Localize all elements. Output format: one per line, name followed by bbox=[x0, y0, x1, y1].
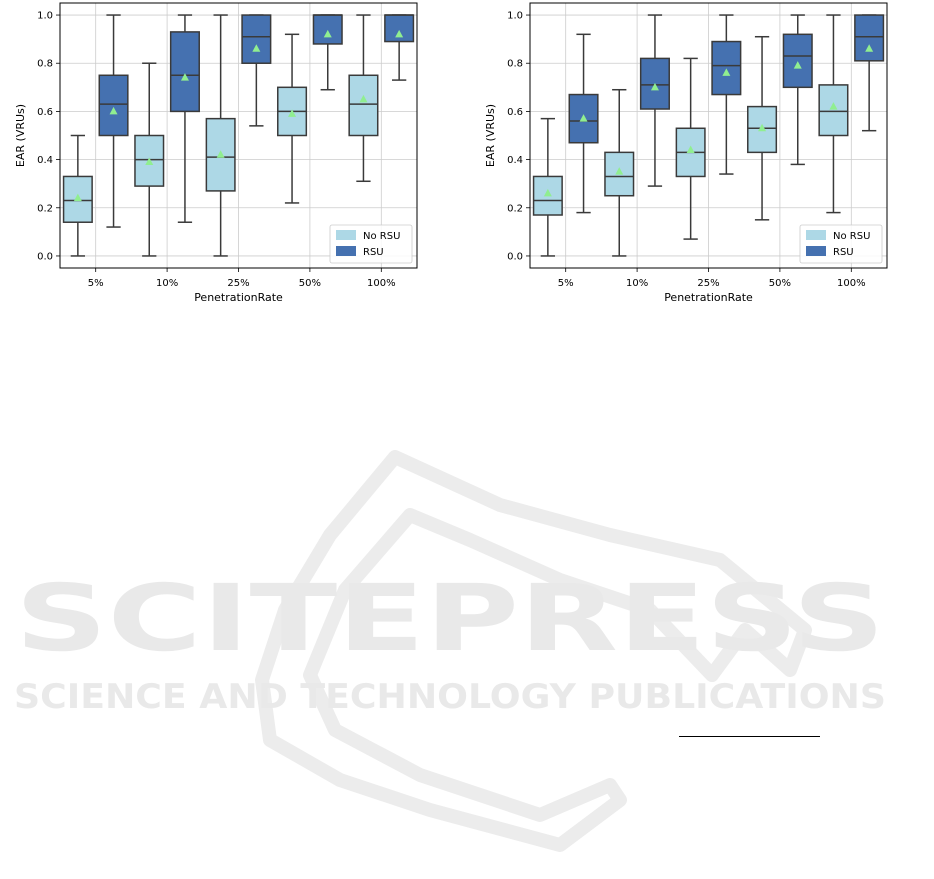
box-rsu-100pct bbox=[854, 14, 885, 132]
x-tick-label: 10% bbox=[156, 278, 178, 289]
legend-swatch bbox=[806, 230, 826, 240]
mean-marker bbox=[180, 73, 189, 81]
box-no-rsu-5pct bbox=[62, 134, 93, 257]
plot-frame bbox=[529, 2, 888, 269]
x-tick-label: 100% bbox=[837, 278, 866, 289]
legend-label: RSU bbox=[833, 247, 854, 258]
box-no-rsu-25pct bbox=[675, 57, 706, 240]
box-body bbox=[384, 14, 415, 43]
mean-marker bbox=[359, 94, 368, 103]
mean-marker bbox=[615, 167, 624, 175]
watermark-logo-shape bbox=[255, 450, 812, 852]
mean-marker bbox=[543, 188, 552, 197]
box-no-rsu-25pct bbox=[205, 14, 236, 257]
legend: No RSU RSU bbox=[329, 224, 413, 264]
box-body bbox=[782, 33, 813, 89]
x-axis-label: PenetrationRate bbox=[194, 291, 283, 304]
mean-marker bbox=[73, 193, 82, 202]
box-body bbox=[854, 14, 885, 62]
box-body bbox=[98, 74, 129, 137]
y-axis-label: EAR (VRUs) bbox=[484, 104, 497, 167]
mean-marker bbox=[323, 29, 332, 38]
box-no-rsu-100pct bbox=[348, 14, 379, 183]
mean-marker bbox=[793, 61, 802, 69]
box-rsu-50pct bbox=[782, 14, 813, 166]
y-tick-label: 1.0 bbox=[37, 11, 53, 22]
mean-marker bbox=[829, 102, 838, 110]
y-tick-label: 0.0 bbox=[507, 251, 523, 262]
mean-marker bbox=[865, 44, 874, 52]
y-tick-label: 0.0 bbox=[37, 251, 53, 262]
legend-label: No RSU bbox=[363, 231, 400, 242]
box-rsu-100pct bbox=[384, 14, 415, 81]
x-tick-label: 10% bbox=[626, 278, 648, 289]
legend: No RSU RSU bbox=[799, 224, 883, 264]
x-tick-label: 5% bbox=[558, 278, 574, 289]
y-tick-label: 0.2 bbox=[37, 203, 53, 214]
box-body bbox=[348, 74, 379, 137]
mean-marker bbox=[579, 114, 588, 122]
box-body bbox=[532, 175, 563, 216]
box-no-rsu-50pct bbox=[277, 33, 308, 204]
x-axis-label: PenetrationRate bbox=[664, 291, 753, 304]
mean-marker bbox=[395, 29, 404, 38]
box-rsu-10pct bbox=[639, 14, 670, 187]
chart-panel-2: 0.0 0.2 0.4 0.6 0.8 1.0 5% 10% 25% 50% 100% Penetra… bbox=[484, 2, 888, 304]
box-no-rsu-100pct bbox=[818, 14, 849, 214]
x-tick-label: 25% bbox=[227, 278, 249, 289]
y-tick-label: 0.4 bbox=[37, 155, 53, 166]
box-body bbox=[312, 14, 343, 45]
y-tick-label: 0.8 bbox=[507, 59, 523, 70]
x-tick-label: 50% bbox=[769, 278, 791, 289]
mean-marker bbox=[252, 44, 261, 52]
watermark-subtitle: SCIENCE AND TECHNOLOGY PUBLICATIONS bbox=[14, 677, 886, 717]
mean-marker bbox=[650, 82, 659, 91]
box-rsu-25pct bbox=[241, 14, 272, 127]
mean-marker bbox=[216, 150, 225, 158]
legend-swatch bbox=[336, 230, 356, 240]
watermark-title: SCITEPRESS bbox=[15, 565, 885, 672]
legend-label: RSU bbox=[363, 247, 384, 258]
box-no-rsu-5pct bbox=[532, 117, 563, 257]
y-tick-label: 0.6 bbox=[37, 107, 53, 118]
box-body bbox=[241, 14, 272, 64]
box-no-rsu-50pct bbox=[747, 35, 778, 221]
box-rsu-50pct bbox=[312, 14, 343, 91]
mean-marker bbox=[686, 145, 695, 153]
box-body bbox=[169, 31, 200, 113]
y-axis-label: EAR (VRUs) bbox=[14, 104, 27, 167]
footnote-rule bbox=[679, 736, 820, 737]
y-tick-label: 0.2 bbox=[507, 203, 523, 214]
y-tick-label: 0.6 bbox=[507, 107, 523, 118]
mean-marker bbox=[109, 106, 118, 115]
mean-marker bbox=[758, 123, 767, 132]
publisher-watermark: SCITEPRESS SCIENCE AND TECHNOLOGY PUBLIC… bbox=[14, 450, 886, 852]
x-tick-label: 25% bbox=[697, 278, 719, 289]
legend-swatch bbox=[806, 246, 826, 256]
box-rsu-5pct bbox=[568, 33, 599, 214]
legend-label: No RSU bbox=[833, 231, 870, 242]
box-body bbox=[134, 134, 165, 187]
box-rsu-5pct bbox=[98, 14, 129, 228]
y-tick-label: 0.4 bbox=[507, 155, 523, 166]
mean-marker bbox=[145, 157, 154, 165]
box-no-rsu-10pct bbox=[604, 88, 635, 257]
box-rsu-10pct bbox=[169, 14, 200, 223]
plot-frame bbox=[59, 2, 418, 269]
box-no-rsu-10pct bbox=[134, 62, 165, 257]
box-body bbox=[711, 40, 742, 96]
legend-swatch bbox=[336, 246, 356, 256]
y-tick-label: 1.0 bbox=[507, 11, 523, 22]
box-rsu-25pct bbox=[711, 14, 742, 175]
chart-panel-1: 0.0 0.2 0.4 0.6 0.8 1.0 5% 10% 25% 50% 100% Penetra… bbox=[14, 2, 418, 304]
y-tick-label: 0.8 bbox=[37, 59, 53, 70]
mean-marker bbox=[722, 68, 731, 76]
x-tick-label: 5% bbox=[88, 278, 104, 289]
box-body bbox=[818, 84, 849, 137]
x-tick-label: 100% bbox=[367, 278, 396, 289]
mean-marker bbox=[288, 109, 297, 117]
x-tick-label: 50% bbox=[299, 278, 321, 289]
